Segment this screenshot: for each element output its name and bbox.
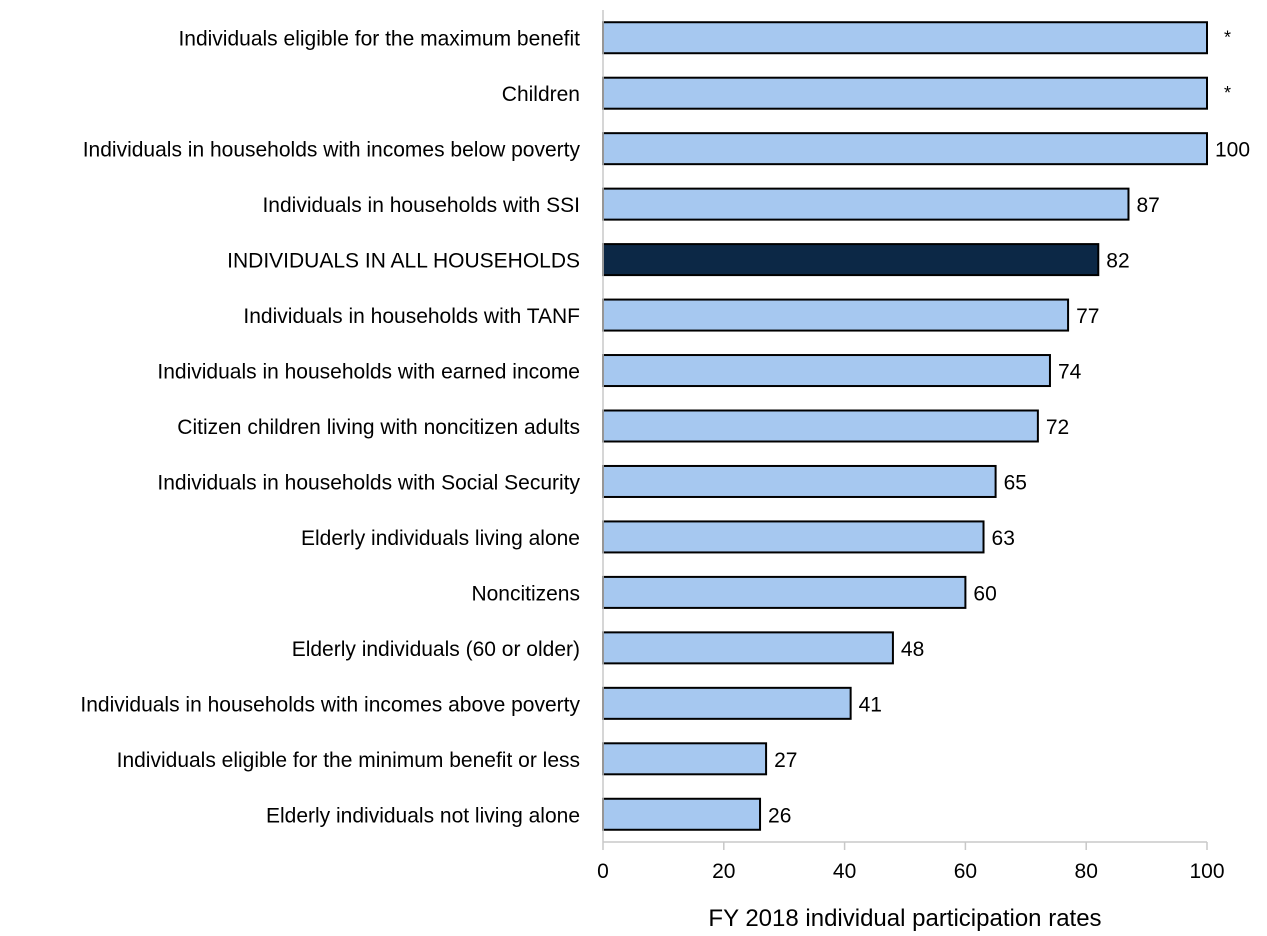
data-label: 77: [1076, 305, 1099, 328]
bar: [602, 243, 1100, 277]
data-label: 65: [1004, 471, 1027, 494]
bars-layer: [602, 21, 1208, 831]
x-tick-label: 0: [597, 860, 609, 883]
bar: [602, 298, 1070, 332]
labels-layer: Individuals eligible for the maximum ben…: [80, 28, 1250, 828]
category-label: Individuals in households with incomes b…: [83, 139, 581, 162]
data-label: 87: [1136, 194, 1159, 217]
x-tick-label: 80: [1075, 860, 1098, 883]
data-label: 41: [859, 693, 882, 716]
bar: [602, 464, 997, 498]
x-tick-label: 60: [954, 860, 977, 883]
category-label: Citizen children living with noncitizen …: [177, 416, 580, 439]
category-label: Elderly individuals living alone: [301, 527, 580, 550]
data-label: 48: [901, 638, 924, 661]
data-label: 27: [774, 749, 797, 772]
category-label: Individuals eligible for the minimum ben…: [117, 749, 580, 772]
bar: [602, 742, 768, 776]
bar: [602, 575, 967, 609]
category-label: Elderly individuals not living alone: [266, 804, 580, 827]
bar: [602, 631, 894, 665]
bar: [602, 797, 762, 831]
category-label: Individuals in households with incomes a…: [80, 693, 580, 716]
category-label: Children: [502, 83, 580, 106]
bar: [602, 354, 1051, 388]
bar: [602, 76, 1208, 110]
x-axis-title: FY 2018 individual participation rates: [708, 905, 1101, 932]
data-label: 26: [768, 804, 791, 827]
category-label: Individuals in households with SSI: [262, 194, 580, 217]
bar: [602, 187, 1130, 221]
data-label: 82: [1106, 250, 1129, 273]
category-label: INDIVIDUALS IN ALL HOUSEHOLDS: [227, 250, 580, 273]
data-label: 60: [973, 582, 996, 605]
bar: [602, 132, 1208, 166]
data-label: 100: [1215, 139, 1250, 162]
category-label: Elderly individuals (60 or older): [292, 638, 580, 661]
bar: [602, 409, 1039, 443]
category-label: Noncitizens: [471, 582, 580, 605]
data-label: 63: [992, 527, 1015, 550]
category-label: Individuals in households with Social Se…: [157, 471, 580, 494]
bar: [602, 520, 985, 554]
category-label: Individuals in households with earned in…: [157, 361, 580, 384]
x-tick-label: 20: [712, 860, 735, 883]
x-tick-label: 40: [833, 860, 856, 883]
category-label: Individuals eligible for the maximum ben…: [178, 28, 580, 51]
data-label: 74: [1058, 361, 1082, 384]
data-label: 72: [1046, 416, 1069, 439]
x-tick-label: 100: [1189, 860, 1224, 883]
data-label: *: [1224, 83, 1231, 103]
x-ticks-layer: 0 20 40 60 80 100: [597, 842, 1225, 883]
bar: [602, 21, 1208, 55]
category-label: Individuals in households with TANF: [243, 305, 580, 328]
bar: [602, 686, 852, 720]
data-label: *: [1224, 28, 1231, 48]
